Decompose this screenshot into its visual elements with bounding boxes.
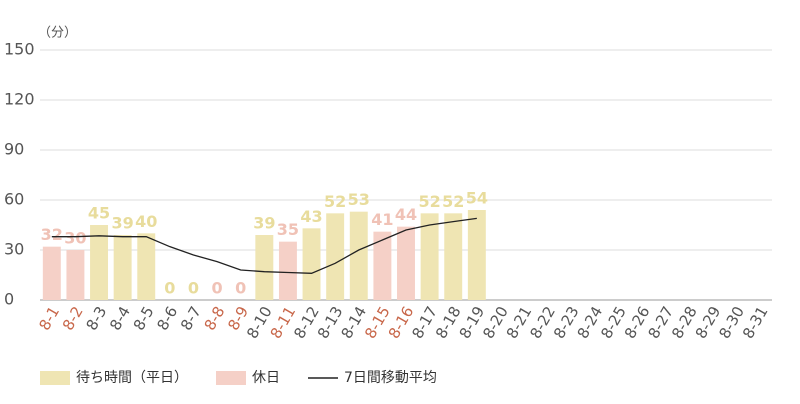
bar <box>255 235 274 300</box>
data-label: 0 <box>212 279 223 298</box>
data-label: 0 <box>188 279 199 298</box>
data-label: 52 <box>442 192 464 211</box>
moving-average-line <box>51 217 477 274</box>
x-tick-label: 8-6 <box>153 303 181 333</box>
bar <box>373 231 392 300</box>
x-tick-label: 8-4 <box>106 303 134 333</box>
y-tick-label: 150 <box>4 40 35 59</box>
bar <box>90 225 109 300</box>
bar <box>420 213 439 300</box>
legend-label: 待ち時間（平日） <box>76 370 188 386</box>
legend-swatch <box>216 371 246 385</box>
bar <box>137 233 156 300</box>
bar <box>444 213 463 300</box>
y-tick-label: 90 <box>4 140 24 159</box>
y-tick-label: 0 <box>4 290 14 309</box>
legend-swatch <box>40 371 70 385</box>
data-label: 40 <box>135 212 157 231</box>
data-label: 44 <box>395 205 417 224</box>
x-tick-label: 8-31 <box>739 303 772 341</box>
legend-label: 7日間移動平均 <box>344 370 437 386</box>
x-tick-label: 8-8 <box>201 303 229 333</box>
x-tick-label: 8-7 <box>177 303 205 333</box>
x-tick-label: 8-2 <box>59 303 87 333</box>
data-label: 0 <box>235 279 246 298</box>
y-unit: （分） <box>38 26 77 41</box>
y-tick-label: 30 <box>4 240 24 259</box>
bar <box>278 241 297 300</box>
data-label: 53 <box>348 190 370 209</box>
data-label: 52 <box>324 192 346 211</box>
bar <box>349 211 368 300</box>
x-tick-label: 8-5 <box>130 303 158 333</box>
bar <box>302 228 321 300</box>
data-label: 52 <box>418 192 440 211</box>
x-tick-label: 8-1 <box>35 303 63 333</box>
bar <box>397 226 415 300</box>
bar <box>66 250 85 300</box>
x-tick-label: 8-3 <box>83 303 111 333</box>
bar <box>113 235 132 300</box>
y-tick-label: 120 <box>4 90 35 109</box>
data-label: 43 <box>300 207 322 226</box>
data-label: 45 <box>88 204 110 223</box>
data-label: 35 <box>277 220 299 239</box>
data-label: 39 <box>112 214 134 233</box>
data-label: 30 <box>64 229 86 248</box>
data-label: 41 <box>371 210 393 229</box>
data-label: 54 <box>466 189 488 208</box>
data-label: 32 <box>41 225 63 244</box>
bar <box>326 213 345 300</box>
legend-label: 休日 <box>252 370 280 386</box>
y-tick-label: 60 <box>4 190 24 209</box>
bar <box>42 246 61 300</box>
bar <box>467 210 486 300</box>
data-label: 0 <box>164 279 175 298</box>
data-label: 39 <box>253 214 275 233</box>
